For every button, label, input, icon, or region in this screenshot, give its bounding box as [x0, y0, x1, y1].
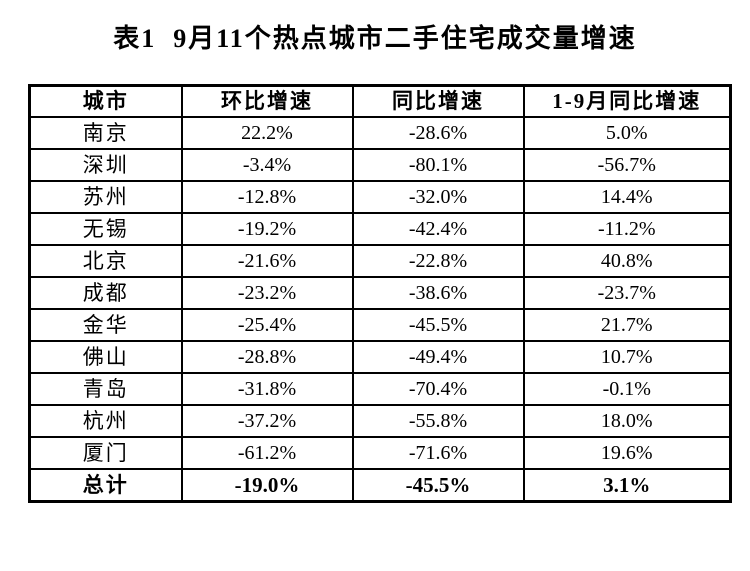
total-city-cell: 总计	[28, 468, 183, 503]
table-row: 佛山 -28.8% -49.4% 10.7%	[28, 340, 732, 374]
mom-cell: -21.6%	[180, 244, 354, 278]
mom-cell: -25.4%	[180, 308, 354, 342]
ytd-cell: 18.0%	[522, 404, 732, 438]
ytd-cell: 10.7%	[522, 340, 732, 374]
mom-cell: -28.8%	[180, 340, 354, 374]
yoy-cell: -80.1%	[351, 148, 525, 182]
ytd-cell: -11.2%	[522, 212, 732, 246]
table-total-row: 总计 -19.0% -45.5% 3.1%	[28, 468, 732, 503]
city-growth-table: 城市 环比增速 同比增速 1-9月同比增速 南京 22.2% -28.6% 5.0% 深…	[28, 84, 732, 503]
header-ytd-growth: 1-9月同比增速	[522, 84, 732, 118]
city-cell: 苏州	[28, 180, 183, 214]
ytd-cell: 40.8%	[522, 244, 732, 278]
table-row: 无锡 -19.2% -42.4% -11.2%	[28, 212, 732, 246]
mom-cell: -19.2%	[180, 212, 354, 246]
table-row: 杭州 -37.2% -55.8% 18.0%	[28, 404, 732, 438]
mom-cell: -12.8%	[180, 180, 354, 214]
table-row: 北京 -21.6% -22.8% 40.8%	[28, 244, 732, 278]
mom-cell: -37.2%	[180, 404, 354, 438]
ytd-cell: -23.7%	[522, 276, 732, 310]
mom-cell: -61.2%	[180, 436, 354, 470]
city-cell: 青岛	[28, 372, 183, 406]
table-row: 青岛 -31.8% -70.4% -0.1%	[28, 372, 732, 406]
header-mom-growth: 环比增速	[180, 84, 354, 118]
yoy-cell: -70.4%	[351, 372, 525, 406]
yoy-cell: -38.6%	[351, 276, 525, 310]
city-cell: 佛山	[28, 340, 183, 374]
mom-cell: -23.2%	[180, 276, 354, 310]
ytd-cell: -0.1%	[522, 372, 732, 406]
yoy-cell: -55.8%	[351, 404, 525, 438]
header-city: 城市	[28, 84, 183, 118]
city-cell: 无锡	[28, 212, 183, 246]
ytd-cell: 21.7%	[522, 308, 732, 342]
yoy-cell: -45.5%	[351, 308, 525, 342]
yoy-cell: -42.4%	[351, 212, 525, 246]
city-cell: 金华	[28, 308, 183, 342]
total-ytd-cell: 3.1%	[522, 468, 732, 503]
yoy-cell: -32.0%	[351, 180, 525, 214]
table-body: 南京 22.2% -28.6% 5.0% 深圳 -3.4% -80.1% -56.7% 苏州 -1…	[28, 116, 732, 470]
ytd-cell: -56.7%	[522, 148, 732, 182]
table-row: 金华 -25.4% -45.5% 21.7%	[28, 308, 732, 342]
table-row: 苏州 -12.8% -32.0% 14.4%	[28, 180, 732, 214]
table-row: 南京 22.2% -28.6% 5.0%	[28, 116, 732, 150]
total-mom-cell: -19.0%	[180, 468, 354, 503]
yoy-cell: -28.6%	[351, 116, 525, 150]
mom-cell: -31.8%	[180, 372, 354, 406]
ytd-cell: 14.4%	[522, 180, 732, 214]
total-yoy-cell: -45.5%	[351, 468, 525, 503]
city-cell: 北京	[28, 244, 183, 278]
table-caption: 表1 9月11个热点城市二手住宅成交量增速	[113, 24, 637, 53]
ytd-cell: 19.6%	[522, 436, 732, 470]
mom-cell: 22.2%	[180, 116, 354, 150]
yoy-cell: -22.8%	[351, 244, 525, 278]
yoy-cell: -71.6%	[351, 436, 525, 470]
city-cell: 南京	[28, 116, 183, 150]
mom-cell: -3.4%	[180, 148, 354, 182]
table-header-row: 城市 环比增速 同比增速 1-9月同比增速	[28, 84, 732, 118]
table-row: 深圳 -3.4% -80.1% -56.7%	[28, 148, 732, 182]
city-cell: 深圳	[28, 148, 183, 182]
city-cell: 成都	[28, 276, 183, 310]
yoy-cell: -49.4%	[351, 340, 525, 374]
table-row-total: 总计 -19.0% -45.5% 3.1%	[28, 468, 732, 503]
ytd-cell: 5.0%	[522, 116, 732, 150]
table-row: 成都 -23.2% -38.6% -23.7%	[28, 276, 732, 310]
table-row: 厦门 -61.2% -71.6% 19.6%	[28, 436, 732, 470]
header-yoy-growth: 同比增速	[351, 84, 525, 118]
city-cell: 杭州	[28, 404, 183, 438]
city-cell: 厦门	[28, 436, 183, 470]
